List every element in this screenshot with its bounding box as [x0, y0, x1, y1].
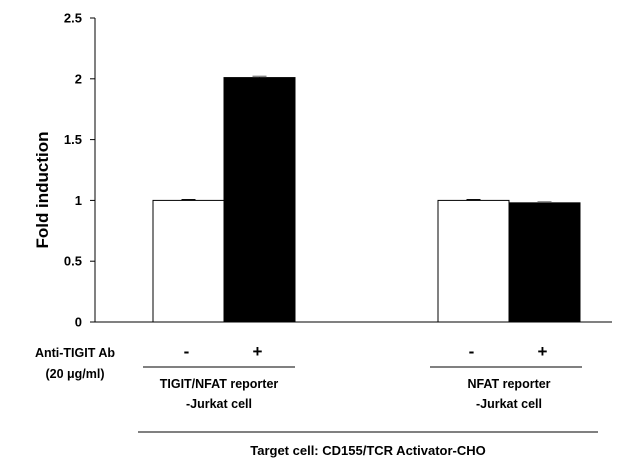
- y-tick-label: 0.5: [64, 254, 82, 269]
- y-axis-label: Fold induction: [33, 131, 52, 248]
- y-tick-label: 1.5: [64, 132, 82, 147]
- bar: [437, 199, 510, 323]
- bar: [223, 77, 296, 323]
- treatment-signs: - + - +: [184, 342, 548, 361]
- group-1-label-line1: TIGIT/NFAT reporter: [160, 377, 279, 391]
- target-cell-label: Target cell: CD155/TCR Activator-CHO: [250, 443, 486, 458]
- treatment-sign: -: [184, 342, 190, 361]
- y-tick-label: 2: [75, 71, 82, 86]
- bar: [508, 202, 581, 323]
- group-2-label-line2: -Jurkat cell: [476, 397, 542, 411]
- y-tick-label: 0: [75, 315, 82, 330]
- y-tick-label: 1: [75, 193, 82, 208]
- treatment-sign: +: [253, 342, 263, 361]
- treatment-sign: +: [538, 342, 548, 361]
- bar: [152, 199, 225, 323]
- y-tick-label: 2.5: [64, 11, 82, 26]
- bars: [152, 77, 581, 323]
- y-ticks: 0 0.5 1 1.5 2 2.5: [64, 11, 95, 330]
- treatment-label-line1: Anti-TIGIT Ab: [35, 346, 115, 360]
- treatment-sign: -: [469, 342, 475, 361]
- treatment-label-line2: (20 μg/ml): [45, 367, 104, 381]
- error-bars: [181, 75, 552, 203]
- group-2-label-line1: NFAT reporter: [467, 377, 550, 391]
- group-1-label-line2: -Jurkat cell: [186, 397, 252, 411]
